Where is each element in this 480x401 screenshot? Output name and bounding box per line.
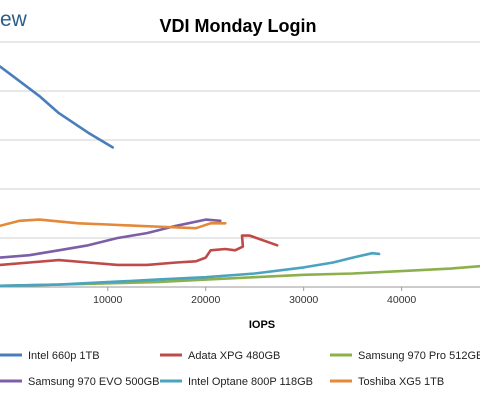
series-line-6 xyxy=(0,218,227,230)
legend-label-2: Adata XPG 480GB xyxy=(188,350,280,362)
series-lines xyxy=(0,65,480,288)
legend-label-4: Samsung 970 EVO 500GB xyxy=(28,376,159,388)
x-tick-label-3: 30000 xyxy=(289,294,318,306)
series-line-5 xyxy=(0,251,381,288)
chart-title: VDI Monday Login xyxy=(160,16,317,36)
legend-label-5: Intel Optane 800P 118GB xyxy=(188,376,313,388)
legend-label-6: Toshiba XG5 1TB xyxy=(358,376,444,388)
x-axis-label: IOPS xyxy=(249,319,275,331)
brand-logo-text: ew xyxy=(0,8,28,31)
x-tick-label-4: 40000 xyxy=(387,294,416,306)
series-line-2 xyxy=(0,234,279,267)
series-line-1 xyxy=(0,65,114,149)
gridlines xyxy=(0,41,480,239)
legend: Intel 660p 1TB Adata XPG 480GB Samsung 970… xyxy=(0,350,480,388)
legend-label-3: Samsung 970 Pro 512GB xyxy=(358,350,480,362)
x-tick-label-1: 10000 xyxy=(93,294,122,306)
legend-label-1: Intel 660p 1TB xyxy=(28,350,100,362)
series-line-4 xyxy=(0,218,222,259)
x-tick-labels: 10000 20000 30000 40000 xyxy=(93,287,416,306)
x-tick-label-2: 20000 xyxy=(191,294,220,306)
